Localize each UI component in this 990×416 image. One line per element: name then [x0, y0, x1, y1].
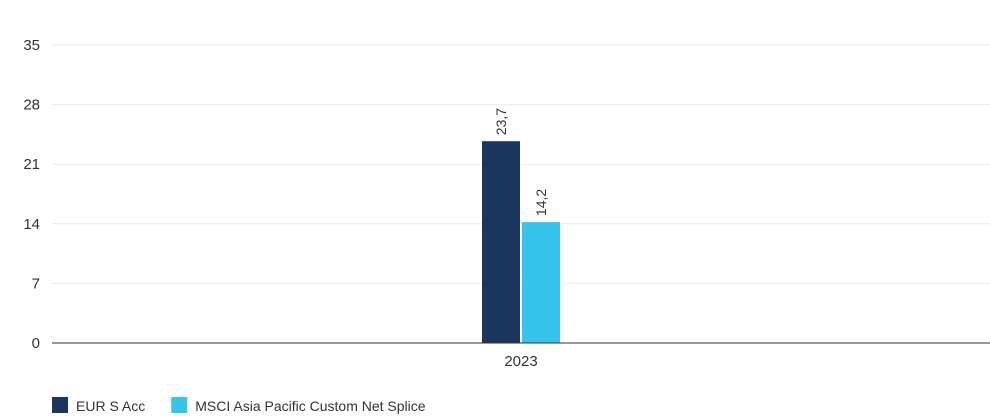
- bar-eur-s-acc-2023: [482, 141, 520, 343]
- legend-swatch: [171, 397, 188, 413]
- y-tick-label: 28: [23, 97, 40, 114]
- bar-msci-asia-pacific-custom-net-splice-2023: [522, 222, 560, 343]
- legend-label: MSCI Asia Pacific Custom Net Splice: [195, 398, 426, 414]
- legend-label: EUR S Acc: [76, 398, 145, 414]
- y-tick-label: 14: [23, 216, 40, 233]
- legend: EUR S Acc MSCI Asia Pacific Custom Net Sp…: [52, 397, 426, 414]
- y-tick-label: 0: [32, 335, 40, 352]
- x-axis-ticks: 2023: [504, 353, 537, 370]
- y-axis-ticks: 0 7 14 21 28 35: [23, 37, 40, 352]
- data-label: 14,2: [533, 189, 549, 216]
- y-tick-label: 35: [23, 37, 40, 54]
- data-label: 23,7: [493, 108, 509, 135]
- data-labels: 23,7 14,2: [493, 108, 549, 216]
- y-tick-label: 7: [32, 275, 40, 292]
- y-tick-label: 21: [23, 156, 40, 173]
- bars: [482, 141, 560, 343]
- gridlines: [52, 44, 990, 284]
- x-tick-label: 2023: [504, 353, 537, 370]
- legend-swatch: [52, 397, 68, 413]
